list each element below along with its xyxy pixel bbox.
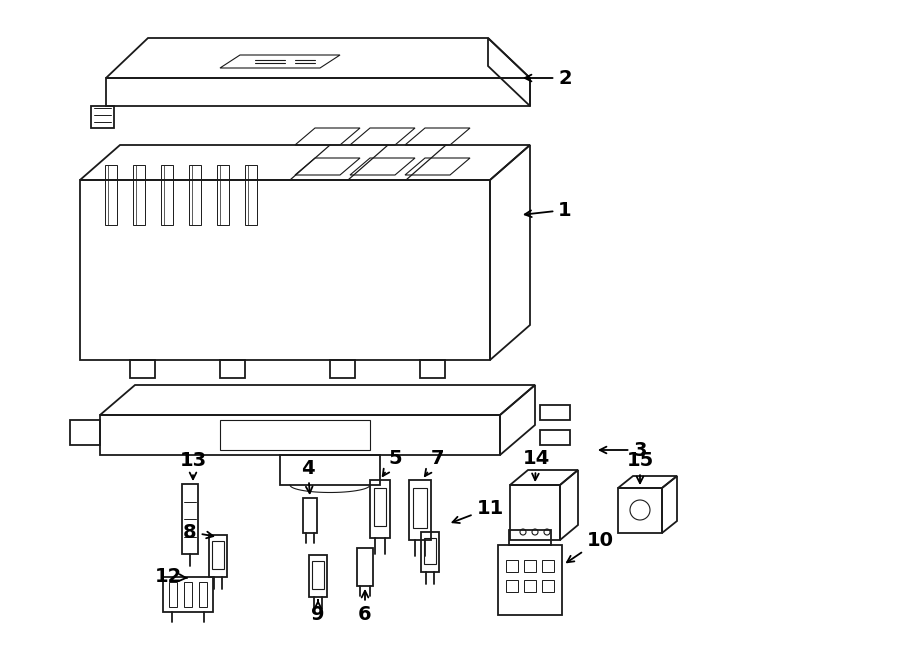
- Text: 3: 3: [599, 440, 647, 459]
- Text: 6: 6: [358, 591, 372, 625]
- Text: 5: 5: [382, 449, 401, 476]
- Text: 1: 1: [525, 200, 572, 219]
- Text: 11: 11: [453, 498, 504, 523]
- Text: 4: 4: [302, 459, 315, 493]
- Text: 7: 7: [425, 449, 445, 476]
- Text: 10: 10: [567, 531, 614, 563]
- Text: 13: 13: [179, 451, 207, 479]
- Text: 14: 14: [522, 449, 550, 480]
- Text: 12: 12: [155, 568, 187, 586]
- Text: 9: 9: [311, 600, 325, 625]
- Text: 8: 8: [184, 522, 213, 541]
- Text: 15: 15: [626, 451, 653, 483]
- Text: 2: 2: [525, 69, 572, 87]
